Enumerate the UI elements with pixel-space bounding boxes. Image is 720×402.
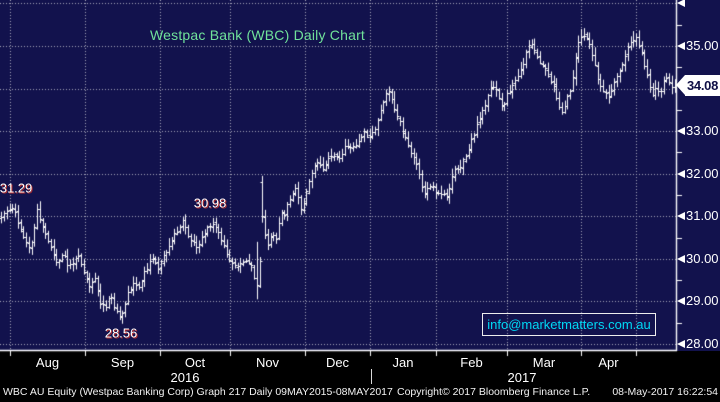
timestamp: 08-May-2017 16:22:54 xyxy=(612,386,718,398)
month-label-jan: Jan xyxy=(392,355,414,370)
month-label-dec: Dec xyxy=(325,355,350,370)
y-tick-30: 30.00 xyxy=(677,250,719,266)
y-tick-31: 31.00 xyxy=(677,209,719,223)
tick-arrow-icon xyxy=(677,42,685,50)
month-label-nov: Nov xyxy=(255,355,280,370)
year-label-2016: 2016 xyxy=(170,370,200,385)
security-description: WBC AU Equity (Westpac Banking Corp) Gra… xyxy=(3,386,393,398)
month-label-aug: Aug xyxy=(35,355,60,370)
price-annotation: 30.98 xyxy=(193,195,227,211)
year-label-2017: 2017 xyxy=(507,370,537,385)
tick-arrow-icon xyxy=(677,0,685,8)
month-label-oct: Oct xyxy=(184,355,206,370)
copyright-notice: Copyright© 2017 Bloomberg Finance L.P. xyxy=(397,386,591,398)
tick-arrow-icon xyxy=(677,169,685,178)
y-tick-28: 28.00 xyxy=(677,337,719,351)
y-tick-label: 29.00 xyxy=(686,293,719,309)
y-tick-label: 31.00 xyxy=(686,208,719,224)
month-label-feb: Feb xyxy=(460,355,483,370)
y-tick-32: 32.00 xyxy=(677,165,719,181)
y-tick-label: 35.00 xyxy=(686,38,719,53)
tick-arrow-icon xyxy=(677,127,685,136)
y-tick-label: 33.00 xyxy=(686,123,719,139)
tick-arrow-icon xyxy=(677,297,685,306)
last-price-flag: 34.08 xyxy=(676,75,720,96)
status-bar: WBC AU Equity (Westpac Banking Corp) Gra… xyxy=(0,386,720,400)
tick-arrow-icon xyxy=(677,254,685,263)
y-tick-33: 33.00 xyxy=(677,124,719,138)
chart-title: Westpac Bank (WBC) Daily Chart xyxy=(150,27,366,43)
last-price-label: 34.08 xyxy=(686,78,719,93)
tick-arrow-icon xyxy=(677,212,685,221)
email-watermark: info@marketmatters.com.au xyxy=(487,317,651,332)
tick-arrow-icon xyxy=(677,340,685,348)
y-tick-label: 32.00 xyxy=(686,165,719,181)
month-label-mar: Mar xyxy=(532,355,556,370)
price-annotation: 31.29 xyxy=(0,180,33,196)
y-tick-29: 29.00 xyxy=(677,294,719,308)
y-tick-label: 30.00 xyxy=(686,250,719,266)
month-label-apr: Apr xyxy=(598,355,619,370)
price-annotation: 28.56 xyxy=(104,325,138,341)
watermark-box: info@marketmatters.com.au xyxy=(482,313,656,336)
year-separator xyxy=(371,369,372,384)
month-label-sep: Sep xyxy=(110,355,135,370)
y-tick-label: 28.00 xyxy=(686,336,719,351)
y-tick-35: 35.00 xyxy=(677,39,719,53)
y-tick-36 xyxy=(677,0,686,10)
